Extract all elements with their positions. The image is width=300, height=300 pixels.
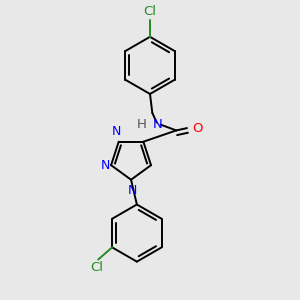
Text: N: N — [128, 184, 137, 197]
Text: O: O — [192, 122, 203, 135]
Text: N: N — [101, 159, 110, 172]
Text: Cl: Cl — [143, 5, 157, 18]
Text: Cl: Cl — [90, 261, 103, 274]
Text: N: N — [153, 118, 163, 130]
Text: N: N — [112, 125, 121, 138]
Text: H: H — [137, 118, 147, 130]
